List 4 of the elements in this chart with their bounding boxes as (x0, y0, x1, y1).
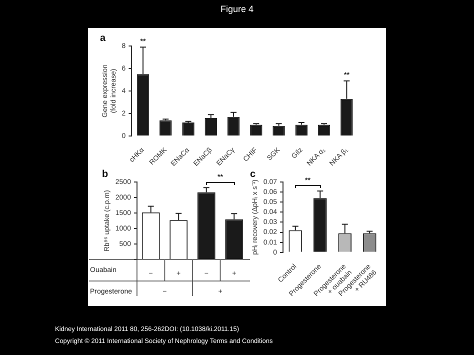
caption: Figure 4 (219, 4, 255, 14)
chart-title: a (100, 32, 106, 44)
chart-title: c (250, 168, 256, 180)
chart-title: b (102, 168, 108, 180)
